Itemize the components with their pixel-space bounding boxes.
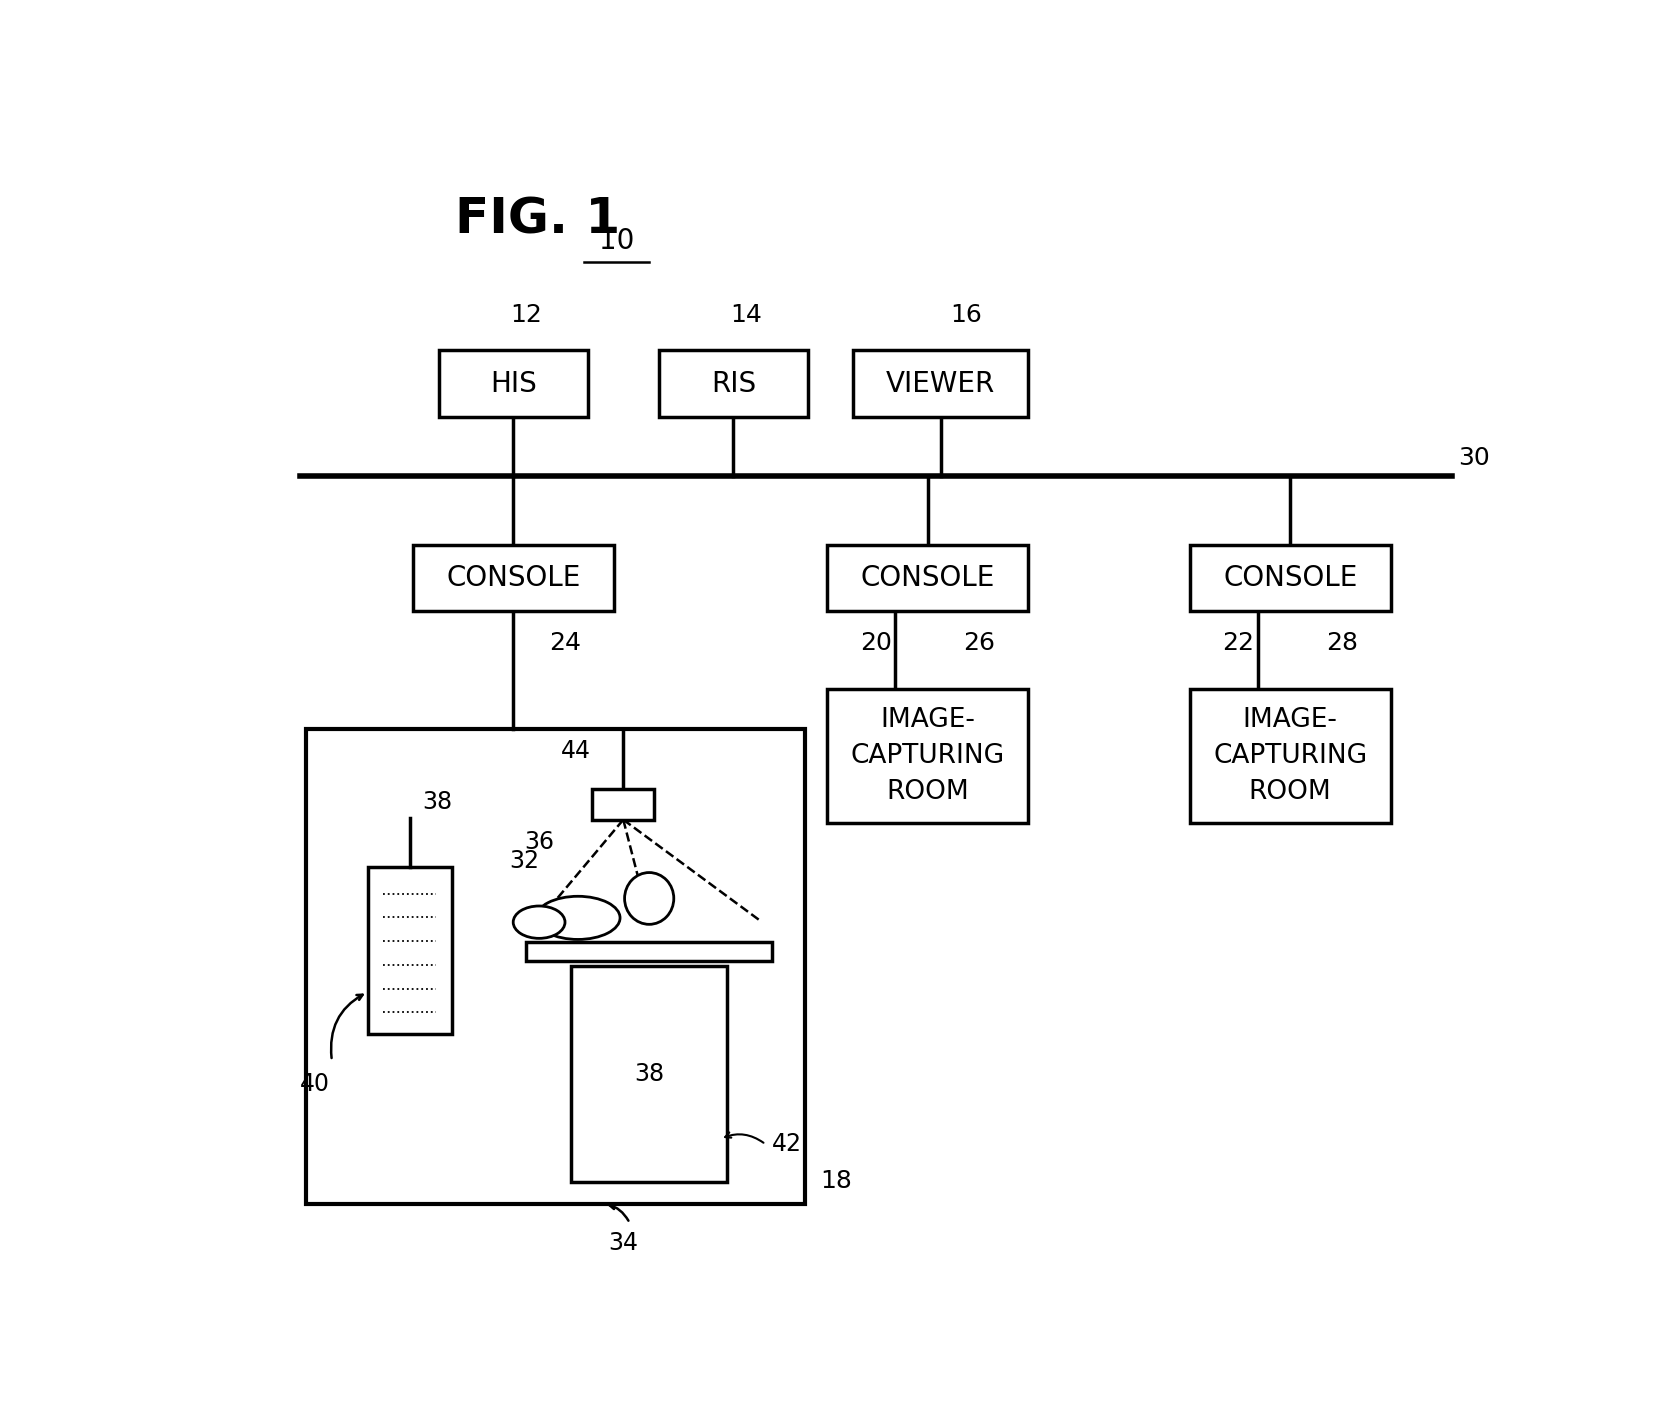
Text: 26: 26 <box>964 630 996 654</box>
Bar <box>306 729 805 1203</box>
Text: IMAGE-
CAPTURING
ROOM: IMAGE- CAPTURING ROOM <box>851 708 1004 806</box>
Text: 22: 22 <box>1223 630 1255 654</box>
Text: 30: 30 <box>1459 446 1491 471</box>
Text: 38: 38 <box>423 790 453 814</box>
Text: FIG. 1: FIG. 1 <box>455 195 620 244</box>
Text: 38: 38 <box>633 1062 665 1086</box>
Text: 16: 16 <box>951 303 983 326</box>
Text: HIS: HIS <box>490 370 536 398</box>
Text: 24: 24 <box>550 630 582 654</box>
Bar <box>854 350 1028 417</box>
Bar <box>1190 689 1390 824</box>
Text: 20: 20 <box>861 630 892 654</box>
Text: 14: 14 <box>730 303 762 326</box>
Bar <box>571 967 727 1182</box>
Bar <box>658 350 807 417</box>
Text: 44: 44 <box>561 738 592 762</box>
Ellipse shape <box>625 873 673 925</box>
Bar <box>413 545 613 611</box>
Text: IMAGE-
CAPTURING
ROOM: IMAGE- CAPTURING ROOM <box>1213 708 1367 806</box>
Text: 32: 32 <box>510 849 540 873</box>
Bar <box>592 790 655 820</box>
Text: CONSOLE: CONSOLE <box>446 565 580 593</box>
Ellipse shape <box>513 906 565 939</box>
Bar <box>439 350 588 417</box>
Text: CONSOLE: CONSOLE <box>861 565 994 593</box>
Text: 36: 36 <box>525 831 555 855</box>
Text: RIS: RIS <box>710 370 755 398</box>
Text: 12: 12 <box>510 303 541 326</box>
Text: 42: 42 <box>772 1132 802 1156</box>
Bar <box>827 545 1028 611</box>
Bar <box>368 867 451 1034</box>
Bar <box>827 689 1028 824</box>
Bar <box>526 941 772 961</box>
Text: 40: 40 <box>299 1072 329 1096</box>
Text: VIEWER: VIEWER <box>886 370 996 398</box>
Ellipse shape <box>536 897 620 940</box>
Text: 28: 28 <box>1327 630 1359 654</box>
Text: 18: 18 <box>820 1168 852 1194</box>
Text: CONSOLE: CONSOLE <box>1223 565 1357 593</box>
Text: 10: 10 <box>600 227 635 255</box>
Text: 34: 34 <box>608 1230 638 1255</box>
Bar <box>1190 545 1390 611</box>
